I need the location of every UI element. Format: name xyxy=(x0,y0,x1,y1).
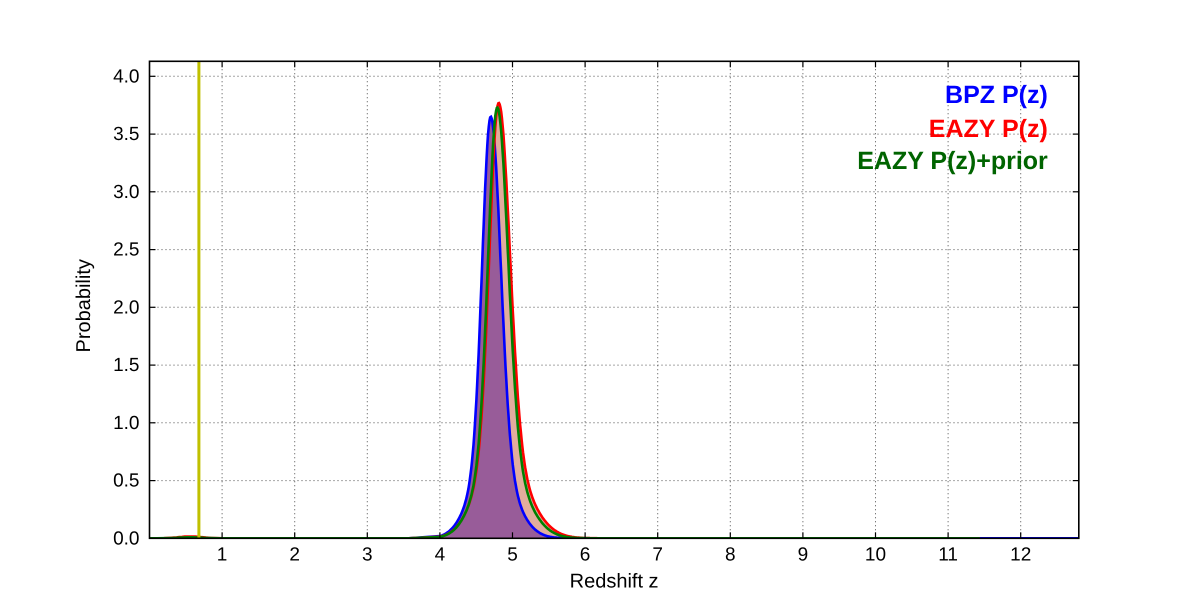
svg-text:2.5: 2.5 xyxy=(113,240,139,261)
svg-text:1.0: 1.0 xyxy=(113,413,139,434)
svg-text:2: 2 xyxy=(289,544,300,565)
svg-text:5: 5 xyxy=(507,544,518,565)
svg-text:1: 1 xyxy=(217,544,228,565)
svg-text:3.0: 3.0 xyxy=(113,182,139,203)
svg-text:2.0: 2.0 xyxy=(113,297,139,318)
svg-text:4: 4 xyxy=(435,544,446,565)
svg-text:7: 7 xyxy=(652,544,663,565)
svg-text:1.5: 1.5 xyxy=(113,355,139,376)
svg-text:3: 3 xyxy=(362,544,373,565)
svg-text:EAZY P(z)+prior: EAZY P(z)+prior xyxy=(857,147,1048,175)
svg-text:12: 12 xyxy=(1010,544,1031,565)
svg-text:Redshift z: Redshift z xyxy=(570,570,659,592)
svg-text:0.5: 0.5 xyxy=(113,471,139,492)
svg-text:10: 10 xyxy=(865,544,886,565)
svg-text:11: 11 xyxy=(938,544,958,565)
svg-text:Probability: Probability xyxy=(73,259,95,352)
svg-text:6: 6 xyxy=(580,544,591,565)
svg-text:EAZY P(z): EAZY P(z) xyxy=(929,115,1048,143)
svg-text:3.5: 3.5 xyxy=(113,124,139,145)
svg-text:8: 8 xyxy=(725,544,736,565)
svg-text:0.0: 0.0 xyxy=(113,528,139,549)
svg-text:4.0: 4.0 xyxy=(113,66,139,87)
svg-text:BPZ P(z): BPZ P(z) xyxy=(945,81,1048,109)
svg-text:9: 9 xyxy=(798,544,809,565)
